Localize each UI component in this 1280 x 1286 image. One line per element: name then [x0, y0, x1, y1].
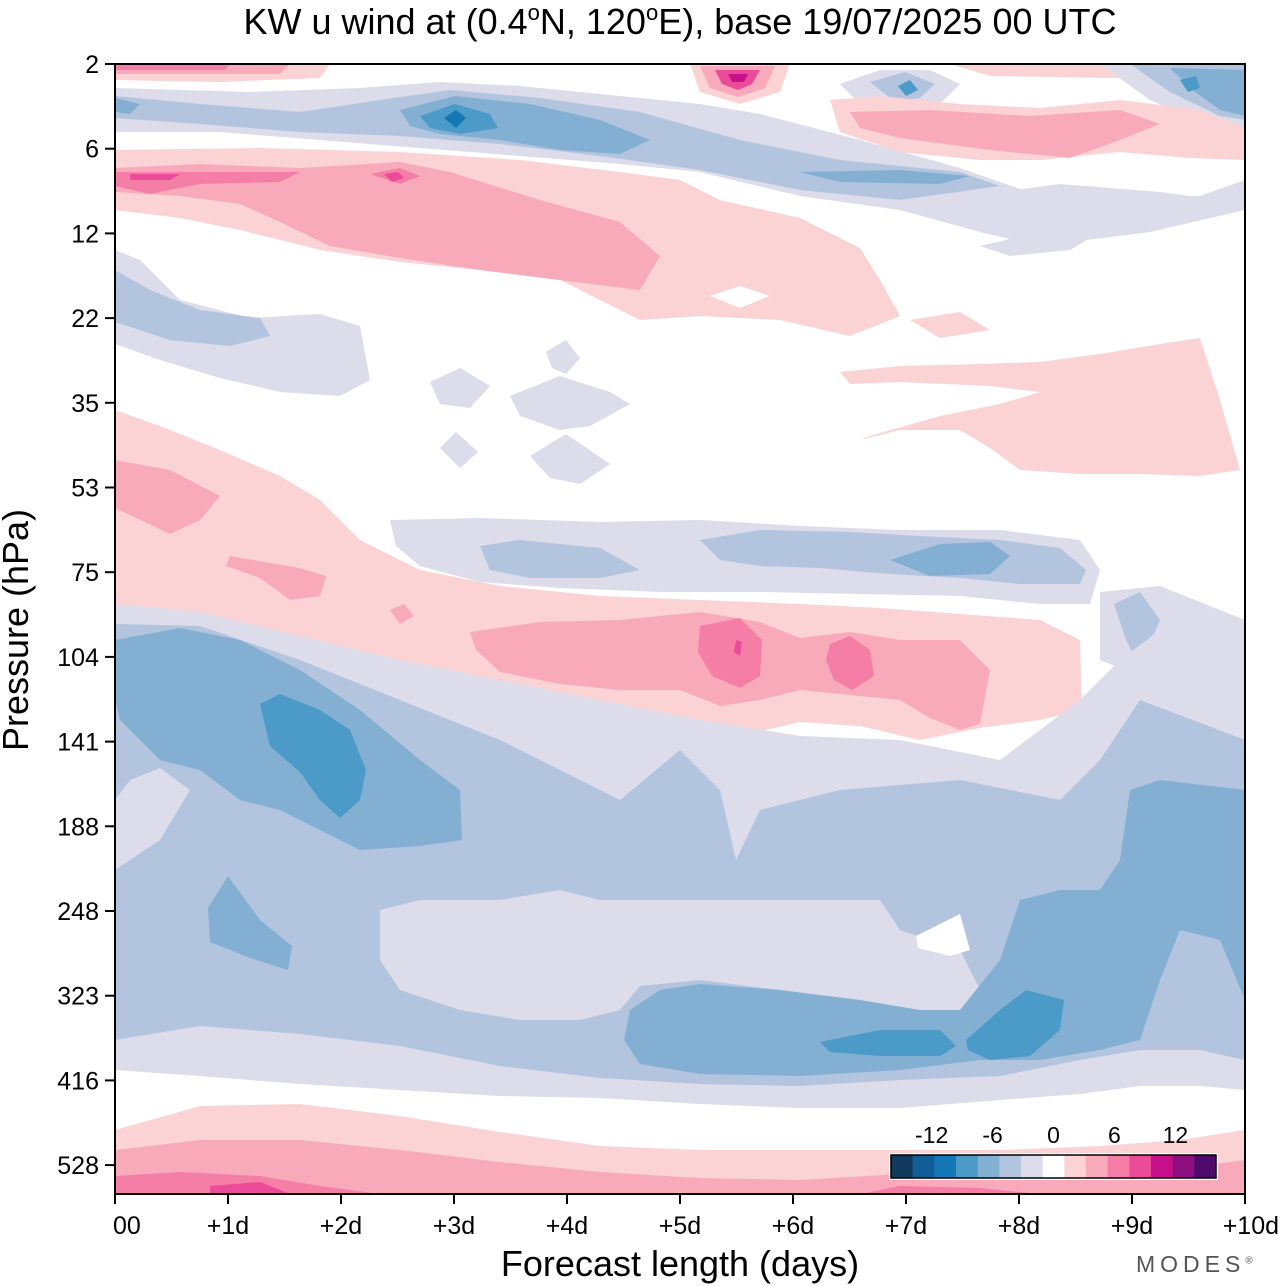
band-mid-right-positive — [840, 338, 1240, 476]
band-tropo-positive-core — [698, 618, 874, 690]
y-tick-label: 2 — [85, 51, 99, 79]
chart-title: KW u wind at (0.4oN, 120oE), base 19/07/… — [244, 0, 1117, 42]
band-mid-negative-dots — [430, 184, 1220, 484]
modes-brand-logo: MODES® — [1136, 1251, 1253, 1277]
band-lower-negative-hole — [115, 768, 980, 1020]
band-upper-right-positive-core — [850, 110, 1160, 158]
colorbar-label: 12 — [1163, 1122, 1189, 1148]
band-upper-negative-peak — [444, 110, 466, 128]
colorbar-frame — [890, 1154, 1217, 1179]
y-tick-label: 528 — [57, 1152, 99, 1180]
x-tick-label: +5d — [659, 1212, 701, 1240]
x-tick-label: +1d — [207, 1212, 249, 1240]
colorbar-swatch — [977, 1155, 1000, 1178]
x-tick-label: +6d — [772, 1212, 814, 1240]
y-tick-label: 188 — [57, 813, 99, 841]
x-tick-label: +2d — [320, 1212, 362, 1240]
band-bottom-positive — [115, 1140, 1245, 1194]
contour-field — [115, 64, 1245, 1194]
colorbar-swatch — [1107, 1155, 1130, 1178]
band-tropo-positive — [115, 460, 990, 730]
band-right-negative-tongue-mid — [1114, 592, 1160, 666]
band-mid-upper-positive-right — [700, 222, 990, 338]
colorbar-swatch — [1129, 1155, 1152, 1178]
band-positive-hole — [710, 286, 770, 308]
x-tick-label: +3d — [433, 1212, 475, 1240]
colorbar-swatch — [1042, 1155, 1065, 1178]
band-tropo-positive-peak — [734, 640, 742, 656]
colorbar-label: 6 — [1108, 1122, 1121, 1148]
y-tick-label: 6 — [85, 136, 99, 164]
x-tick-label: +10d — [1223, 1212, 1279, 1240]
colorbar-swatch — [999, 1155, 1022, 1178]
x-axis-ticks: 00 +1d +2d +3d +4d +5d +6d +7d +8d +9d +10d — [113, 1194, 1279, 1240]
colorbar-swatch — [1172, 1155, 1195, 1178]
band-upper-right-negative-mid — [870, 64, 1245, 120]
y-tick-label: 141 — [57, 729, 99, 757]
colorbar-swatch — [891, 1155, 914, 1178]
x-tick-label: 00 — [113, 1212, 141, 1240]
band-top-right-positive — [690, 64, 1130, 104]
y-tick-label: 53 — [71, 475, 99, 503]
y-tick-label: 75 — [71, 559, 99, 587]
x-tick-label: +4d — [546, 1212, 588, 1240]
band-mid-negative-left-core — [115, 270, 270, 346]
band-mid-upper-positive-core — [115, 168, 420, 194]
colorbar-swatch — [1021, 1155, 1044, 1178]
colorbar-swatch — [1086, 1155, 1109, 1178]
band-upper-right-negative — [840, 64, 1245, 128]
band-mid-upper-positive — [115, 162, 660, 290]
band-lower-positive-islet — [916, 914, 970, 956]
colorbar-swatch — [1151, 1155, 1174, 1178]
band-lower-negative-strong — [260, 694, 1064, 1060]
colorbar-label: -6 — [982, 1122, 1002, 1148]
band-top-positive-core2 — [115, 64, 230, 70]
colorbar-label: -12 — [915, 1122, 948, 1148]
band-bottom-positive-peak — [210, 1182, 290, 1194]
y-axis-ticks: 2 6 12 22 35 53 75 104 141 188 248 323 416 528 — [57, 51, 115, 1180]
band-lower-negative-pinhole — [906, 838, 914, 862]
y-axis-label: Pressure (hPa) — [0, 509, 36, 751]
x-axis-label: Forecast length (days) — [501, 1243, 859, 1284]
colorbar-swatch — [934, 1155, 957, 1178]
band-lower-negative-core — [115, 628, 1245, 1076]
x-tick-label: +8d — [998, 1212, 1040, 1240]
y-tick-label: 248 — [57, 898, 99, 926]
band-top-right-positive-core3 — [728, 74, 748, 82]
colorbar-swatch — [1194, 1155, 1217, 1178]
colorbar: -12 -6 0 6 12 — [889, 1122, 1218, 1180]
y-tick-label: 416 — [57, 1067, 99, 1095]
x-tick-label: +7d — [885, 1212, 927, 1240]
y-tick-label: 12 — [71, 220, 99, 248]
band-tropo-negative-core — [890, 542, 1010, 576]
x-tick-label: +9d — [1111, 1212, 1153, 1240]
band-upper-negative-core — [115, 96, 970, 184]
colorbar-label: 0 — [1047, 1122, 1060, 1148]
colorbar-swatch — [912, 1155, 935, 1178]
colorbar-swatch — [1064, 1155, 1087, 1178]
y-tick-label: 323 — [57, 983, 99, 1011]
colorbar-swatch — [956, 1155, 979, 1178]
y-tick-label: 22 — [71, 305, 99, 333]
y-tick-label: 35 — [71, 390, 99, 418]
y-tick-label: 104 — [57, 644, 99, 672]
band-bottom-positive-core — [115, 1172, 1040, 1194]
